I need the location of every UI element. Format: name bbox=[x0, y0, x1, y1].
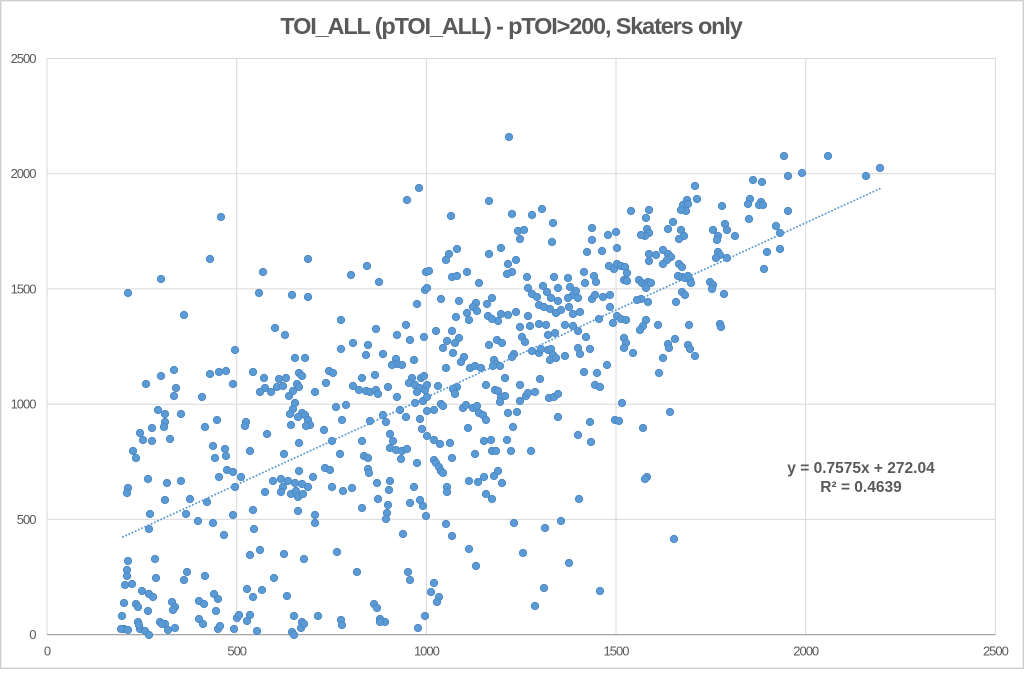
svg-text:2000: 2000 bbox=[11, 166, 37, 181]
svg-text:0: 0 bbox=[29, 627, 36, 642]
svg-text:TOI_ALL (pTOI_ALL) - pTOI>200,: TOI_ALL (pTOI_ALL) - pTOI>200, Skaters o… bbox=[280, 13, 742, 39]
svg-text:2500: 2500 bbox=[983, 644, 1009, 659]
svg-text:1000: 1000 bbox=[11, 397, 37, 412]
svg-text:1000: 1000 bbox=[414, 644, 440, 659]
svg-text:1500: 1500 bbox=[11, 281, 37, 296]
svg-text:1500: 1500 bbox=[604, 644, 630, 659]
svg-text:2500: 2500 bbox=[11, 51, 37, 66]
svg-text:y = 0.7575x + 272.04: y = 0.7575x + 272.04 bbox=[787, 460, 935, 477]
svg-text:500: 500 bbox=[17, 512, 36, 527]
svg-text:R² = 0.4639: R² = 0.4639 bbox=[820, 479, 902, 496]
svg-text:500: 500 bbox=[227, 644, 246, 659]
svg-text:2000: 2000 bbox=[793, 644, 819, 659]
svg-text:0: 0 bbox=[44, 644, 51, 659]
